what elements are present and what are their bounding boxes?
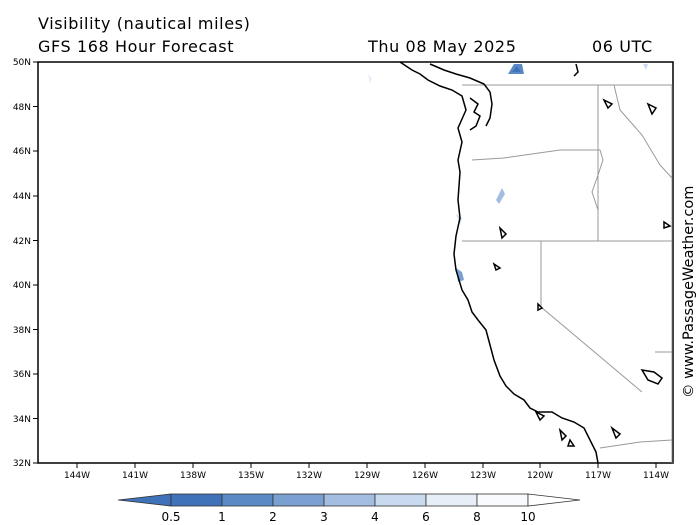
colorbar-segment-5: [374, 493, 427, 507]
colorbar: 0.5 1 2 3 4 6 8 10: [117, 493, 581, 524]
lat-label-46n: 46N: [13, 147, 31, 157]
lon-label-138w: 138W: [180, 471, 206, 481]
colorbar-label-10: 10: [520, 510, 535, 524]
lon-label-129w: 129W: [354, 471, 380, 481]
lon-label-141w: 141W: [122, 471, 148, 481]
lat-label-34n: 34N: [13, 415, 31, 425]
lat-label-44n: 44N: [13, 192, 31, 202]
lon-label-117w: 117W: [585, 471, 611, 481]
colorbar-segment-6: [425, 493, 478, 507]
colorbar-label-6: 6: [422, 510, 430, 524]
map-title: Visibility (nautical miles): [38, 14, 251, 33]
lat-label-48n: 48N: [13, 103, 31, 113]
colorbar-label-0-5: 0.5: [161, 510, 180, 524]
longitude-axis: 144W 141W 138W 135W 132W 129W 126W 123W …: [64, 463, 669, 481]
lon-label-144w: 144W: [64, 471, 90, 481]
lat-label-50n: 50N: [13, 58, 31, 68]
lon-label-120w: 120W: [527, 471, 553, 481]
colorbar-label-3: 3: [320, 510, 328, 524]
lat-label-42n: 42N: [13, 237, 31, 247]
lon-label-114w: 114W: [643, 471, 669, 481]
colorbar-label-8: 8: [473, 510, 481, 524]
colorbar-segment-3: [272, 493, 325, 507]
forecast-date: Thu 08 May 2025: [368, 37, 517, 56]
credit-text: © www.PassageWeather.com: [681, 186, 697, 398]
forecast-time: 06 UTC: [592, 37, 653, 56]
lat-label-38n: 38N: [13, 326, 31, 336]
colorbar-label-1: 1: [218, 510, 226, 524]
forecast-subtitle: GFS 168 Hour Forecast: [38, 37, 235, 56]
lon-label-135w: 135W: [238, 471, 264, 481]
colorbar-segment-7: [476, 493, 529, 507]
map-frame: [37, 61, 674, 464]
lat-label-32n: 32N: [13, 459, 31, 469]
colorbar-label-2: 2: [269, 510, 277, 524]
colorbar-segment-1: [170, 493, 223, 507]
lon-label-126w: 126W: [412, 471, 438, 481]
credit-watermark: © www.PassageWeather.com: [681, 186, 697, 398]
visibility-patches: [368, 64, 648, 282]
colorbar-low-arrow: [117, 493, 172, 507]
lon-label-132w: 132W: [296, 471, 322, 481]
colorbar-high-arrow: [527, 493, 581, 507]
colorbar-segment-2: [221, 493, 274, 507]
lat-label-40n: 40N: [13, 281, 31, 291]
lat-label-36n: 36N: [13, 370, 31, 380]
coastline: [399, 61, 672, 464]
latitude-axis: 50N 48N 46N 44N 42N 40N 38N 36N 34N 32N: [13, 58, 38, 469]
lon-label-123w: 123W: [470, 471, 496, 481]
colorbar-label-4: 4: [371, 510, 379, 524]
colorbar-segment-4: [323, 493, 376, 507]
